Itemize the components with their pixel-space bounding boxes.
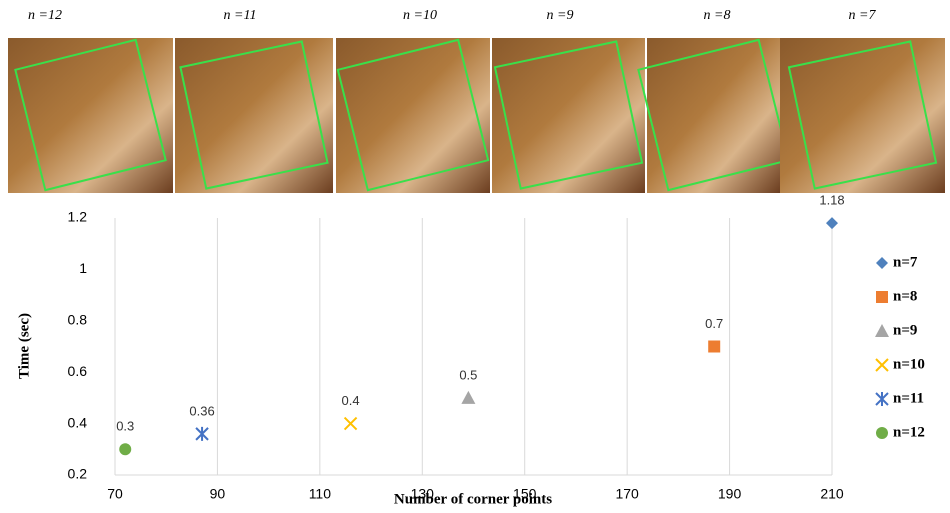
x-tick-label: 190 [718,486,742,502]
legend-label: n=10 [893,356,925,372]
data-label: 0.3 [116,419,134,434]
data-label: 0.36 [189,403,214,418]
photo [492,38,645,193]
legend-marker [876,257,888,269]
y-axis-title: Time (sec) [16,313,32,379]
data-label: 0.4 [342,393,360,408]
image-row: n =12 n =11 n =10 n =9 n =8 n =7 [8,8,945,193]
image-label: n =12 [28,8,62,23]
data-label: 1.18 [819,193,844,208]
x-tick-label: 170 [615,486,639,502]
x-tick-label: 210 [820,486,844,502]
y-tick-label: 1 [79,260,87,276]
photo [8,38,173,193]
legend-marker [876,427,888,439]
data-label: 0.7 [705,316,723,331]
marker [119,443,131,455]
y-tick-label: 0.2 [68,466,88,482]
x-tick-label: 90 [210,486,226,502]
y-tick-label: 0.6 [68,363,88,379]
legend-marker [875,324,889,337]
image-label: n =9 [547,8,574,23]
x-tick-label: 130 [411,486,435,502]
y-tick-label: 1.2 [68,209,88,225]
photo [647,38,780,193]
legend-marker [876,291,888,303]
marker [708,341,720,353]
photo [336,38,490,193]
legend-marker [876,392,888,406]
legend-label: n=9 [893,322,917,338]
legend-label: n=12 [893,424,925,440]
marker [826,217,838,229]
image-label: n =7 [849,8,877,23]
legend-label: n=11 [893,390,924,406]
marker [196,427,208,441]
photo [780,38,945,193]
legend-label: n=7 [893,254,918,270]
legend-marker [876,359,888,371]
marker [345,418,357,430]
y-tick-label: 0.8 [68,312,88,328]
image-label: n =11 [224,8,257,23]
legend-label: n=8 [893,288,917,304]
x-tick-label: 110 [309,486,332,502]
x-tick-label: 70 [107,486,123,502]
figure: n =12n =11n =10n =9n =8n =7 Time (sec) N… [0,0,950,513]
image-label: n =8 [704,8,731,23]
marker [461,391,475,404]
image-label: n =10 [403,8,437,23]
y-tick-label: 0.4 [68,414,88,430]
x-tick-label: 150 [513,486,537,502]
data-label: 0.5 [459,367,477,382]
photo [175,38,333,193]
